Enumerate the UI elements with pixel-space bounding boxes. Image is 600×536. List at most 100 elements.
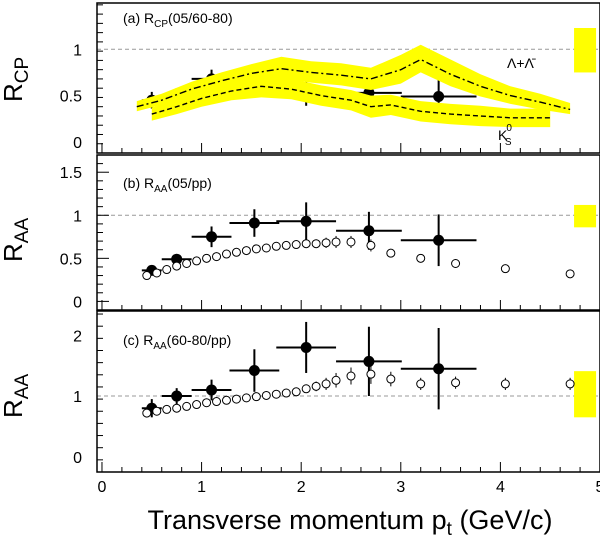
panel-b-open-point-11 xyxy=(251,244,261,254)
panel-b-y-tick-label: 0 xyxy=(73,294,82,311)
panel-c-open-point-25 xyxy=(500,379,510,389)
panel-b-y-axis: 0 0.5 1 1.5 xyxy=(60,154,600,311)
panel-a-frame xyxy=(96,2,600,154)
panel-b-y-tick-label: 1 xyxy=(73,208,82,225)
panel-a-y-tick-label: 0 xyxy=(73,135,82,152)
panel-c: 0 1 2 (c) RAA(60-80/pp) RAA xyxy=(0,310,600,473)
panel-b: 0 0.5 1 1.5 (b) RAA(05/pp) RAA xyxy=(0,154,600,311)
panel-c-open-point-13 xyxy=(271,389,281,399)
panel-a-y-axis: 00.51 xyxy=(60,4,600,154)
panel-b-open-point-13 xyxy=(271,241,281,251)
panel-c-open-point-11 xyxy=(251,392,261,402)
panel-c-filled-point-5 xyxy=(363,355,375,367)
panel-a-filled-point-6 xyxy=(433,91,445,103)
panel-a-band-line-2 xyxy=(151,85,551,119)
panel-b-filled-point-6 xyxy=(433,234,445,246)
panel-b-open-point-18 xyxy=(321,238,331,248)
panel-b-open-point-8 xyxy=(221,249,231,259)
panel-b-open-point-6 xyxy=(202,253,212,263)
panel-c-open-point-2 xyxy=(162,404,172,414)
panel-c-open-point-9 xyxy=(231,394,241,404)
panel-a-normalization-box xyxy=(574,28,597,73)
panel-c-filled-point-2 xyxy=(206,384,218,396)
panel-c-y-tick-label: 0 xyxy=(73,450,82,467)
panel-c-open-point-3 xyxy=(172,403,182,413)
panel-c-open-point-5 xyxy=(192,400,202,410)
panel-b-open-point-21 xyxy=(366,240,376,250)
panel-c-open-point-18 xyxy=(321,379,331,389)
panel-b-y-title: RAA xyxy=(0,218,33,262)
panel-c-open-point-14 xyxy=(281,388,291,398)
panel-a-y-title: RCP xyxy=(0,57,33,102)
panel-c-open-point-22 xyxy=(386,374,396,384)
panel-b-y-tick-label: 0.5 xyxy=(60,251,82,268)
panel-b-filled-point-4 xyxy=(300,215,312,227)
panel-a-label: (a) RCP(05/60-80) xyxy=(123,10,233,30)
panel-c-open-point-10 xyxy=(241,393,251,403)
panel-b-normalization-box xyxy=(574,204,597,228)
panel-b-open-point-24 xyxy=(451,259,461,268)
panel-b-data xyxy=(97,202,600,281)
panel-b-open-point-7 xyxy=(212,252,222,262)
panel-b-y-tick-label: 1.5 xyxy=(60,165,82,182)
panel-c-open-point-21 xyxy=(366,369,376,379)
panel-b-filled-point-2 xyxy=(206,231,218,243)
panel-b-open-point-16 xyxy=(301,239,311,249)
panel-c-y-title: RAA xyxy=(0,374,33,418)
panel-a-y-tick-label: 1 xyxy=(73,42,82,59)
panel-c-open-point-12 xyxy=(261,390,271,400)
panel-b-open-point-15 xyxy=(291,240,301,250)
panel-b-label: (b) RAA(05/pp) xyxy=(123,175,212,195)
panel-c-open-point-7 xyxy=(212,397,222,407)
panel-b-open-point-2 xyxy=(162,265,172,275)
panel-b-open-point-1 xyxy=(152,268,162,278)
panel-c-open-point-1 xyxy=(152,406,162,416)
panel-b-filled-point-5 xyxy=(363,225,375,237)
panel-c-normalization-box xyxy=(574,371,597,418)
panel-c-y-tick-label: 1 xyxy=(73,389,82,406)
x-tick-label: 3 xyxy=(396,479,405,496)
panel-c-open-point-8 xyxy=(221,395,231,405)
panel-b-open-point-17 xyxy=(311,239,321,249)
panel-c-filled-point-4 xyxy=(300,341,312,353)
x-tick-label: 4 xyxy=(496,479,505,496)
lambda-legend-label: Λ+Λ̄ xyxy=(507,55,536,71)
panel-c-open-point-20 xyxy=(346,371,356,381)
panel-a-y-tick-label: 0.5 xyxy=(60,89,82,106)
x-axis: 0 1 2 3 4 5 xyxy=(98,479,600,496)
panel-c-open-point-26 xyxy=(565,379,575,389)
panel-b-open-point-23 xyxy=(416,253,426,263)
x-tick-label: 1 xyxy=(197,479,206,496)
panel-a: 00.51 (a) RCP(05/60-80) RCP Λ+Λ̄ K0 S xyxy=(0,2,600,154)
panel-b-open-point-10 xyxy=(241,246,251,256)
panel-c-open-point-4 xyxy=(182,401,192,411)
panel-b-open-point-22 xyxy=(386,248,396,258)
panel-c-y-tick-label: 2 xyxy=(73,328,82,345)
panel-c-data xyxy=(97,321,600,418)
panel-b-open-point-12 xyxy=(261,243,271,253)
panel-c-label: (c) RAA(60-80/pp) xyxy=(123,332,231,352)
panel-c-frame xyxy=(96,310,600,473)
panel-c-filled-point-6 xyxy=(433,363,445,375)
panel-b-open-point-9 xyxy=(231,247,241,257)
panel-c-open-point-6 xyxy=(202,398,212,408)
panel-b-open-point-3 xyxy=(172,261,182,271)
panel-b-open-point-20 xyxy=(346,237,356,247)
panel-b-open-point-5 xyxy=(192,256,202,266)
panel-c-filled-point-1 xyxy=(171,390,183,402)
panel-c-open-point-24 xyxy=(451,378,461,388)
panel-b-open-point-4 xyxy=(182,259,192,268)
x-tick-label: 2 xyxy=(297,479,306,496)
panel-c-open-point-15 xyxy=(291,387,301,397)
panel-b-open-point-25 xyxy=(500,264,510,274)
panel-c-open-point-23 xyxy=(416,379,426,389)
panel-c-open-point-17 xyxy=(311,381,321,391)
panel-c-open-point-0 xyxy=(142,408,152,418)
panel-b-filled-point-3 xyxy=(248,217,260,229)
panel-a-data xyxy=(97,28,600,128)
panel-a-band-1 xyxy=(136,44,571,115)
kshort-legend-label: K0 S xyxy=(498,123,512,148)
x-tick-label: 0 xyxy=(98,479,107,496)
x-axis-title: Transverse momentum pt (GeV/c) xyxy=(148,505,553,536)
